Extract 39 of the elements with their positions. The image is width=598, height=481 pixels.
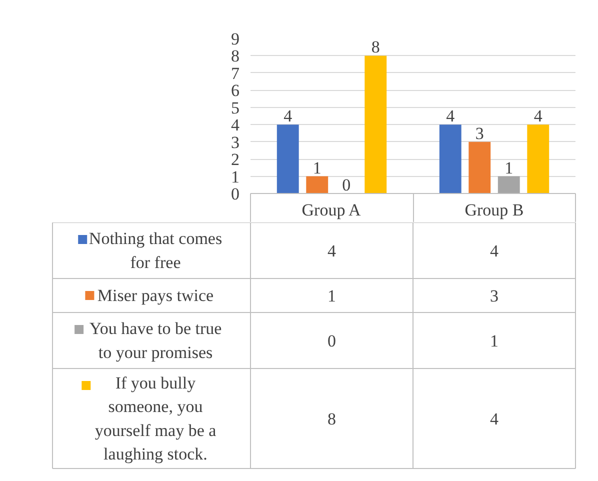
x-tick-label: Group B xyxy=(464,200,524,220)
x-tick-label: Group A xyxy=(302,200,362,220)
data-label: 1 xyxy=(490,332,498,350)
y-tick-label: 2 xyxy=(231,150,240,170)
y-tick-label: 9 xyxy=(231,30,240,48)
legend-label: Miser pays twice xyxy=(97,286,214,305)
bar xyxy=(364,56,387,194)
data-label: 4 xyxy=(490,242,499,260)
y-tick-label: 1 xyxy=(231,167,240,186)
legend-label: You have to be true to your promises xyxy=(89,319,222,362)
data-label: 1 xyxy=(328,286,336,306)
data-label: 0 xyxy=(328,332,336,350)
y-tick-label: 6 xyxy=(231,81,240,100)
text: 4 xyxy=(534,106,542,126)
bar xyxy=(498,176,520,194)
text: 8 xyxy=(371,38,380,57)
data-label: 8 xyxy=(328,410,336,428)
bar xyxy=(468,142,491,194)
legend-label: If you bully someone, you yourself may be a laughing stock. xyxy=(94,373,217,464)
bar xyxy=(527,124,550,194)
bar xyxy=(306,176,328,194)
y-tick-label: 7 xyxy=(231,64,240,83)
text: 1 xyxy=(312,158,322,178)
data-label: 4 xyxy=(328,242,336,260)
bar xyxy=(439,124,462,194)
data-label: 3 xyxy=(490,286,498,306)
y-tick-label: 0 xyxy=(231,184,240,204)
text: 4 xyxy=(446,106,455,126)
y-tick-label: 4 xyxy=(231,116,240,135)
y-tick-label: 5 xyxy=(231,98,240,118)
text: 1 xyxy=(504,158,514,178)
bar xyxy=(276,124,299,194)
text: 4 xyxy=(284,106,292,126)
text: 3 xyxy=(475,124,484,143)
text: 0 xyxy=(342,176,351,194)
data-label: 4 xyxy=(490,410,499,428)
y-tick-label: 3 xyxy=(231,132,240,152)
y-tick-label: 8 xyxy=(231,46,240,66)
legend-label: Nothing that comes for free xyxy=(88,229,222,272)
